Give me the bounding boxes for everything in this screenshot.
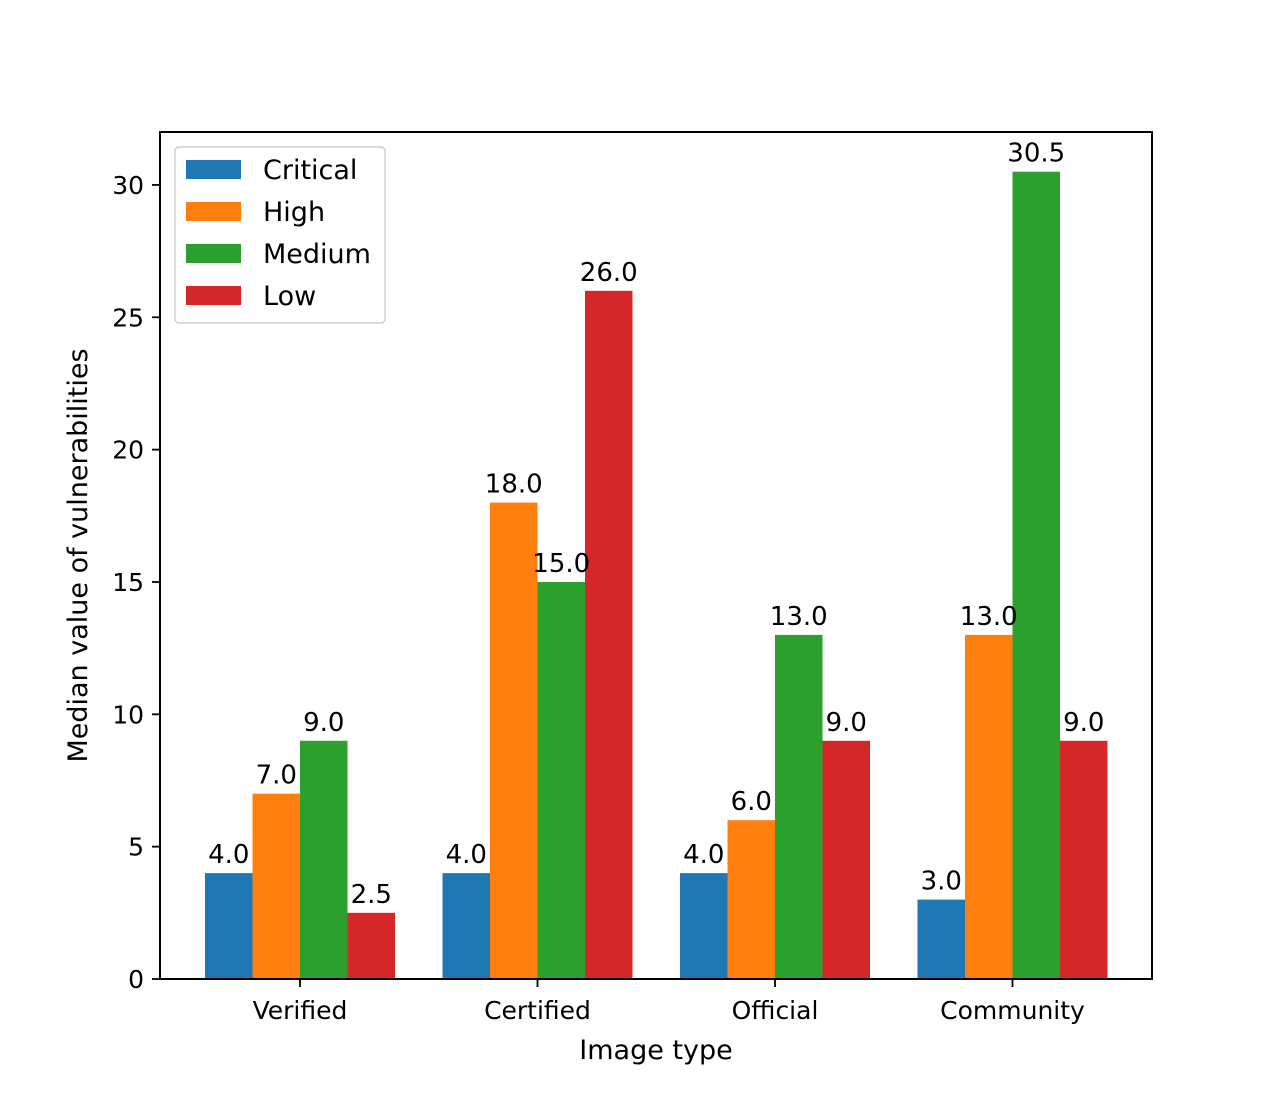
legend-label-critical: Critical xyxy=(263,155,357,186)
bar-high-community xyxy=(965,634,1013,979)
value-label-high-community: 13.0 xyxy=(960,602,1018,632)
value-label-low-official: 9.0 xyxy=(826,708,867,738)
value-label-low-verified: 2.5 xyxy=(351,880,392,910)
legend-swatch-high xyxy=(186,202,241,221)
bar-medium-certified xyxy=(537,581,585,979)
x-axis: Verified Certified Official Community xyxy=(253,979,1085,1025)
value-label-high-verified: 7.0 xyxy=(256,761,297,791)
y-tick-label-30: 30 xyxy=(112,171,144,200)
bar-high-certified xyxy=(490,502,538,979)
x-tick-label-community: Community xyxy=(940,996,1085,1025)
bar-low-official xyxy=(822,740,870,979)
bar-low-verified xyxy=(347,912,395,979)
value-label-low-certified: 26.0 xyxy=(580,258,638,288)
bar-high-verified xyxy=(252,793,300,979)
bar-low-community xyxy=(1060,740,1108,979)
y-tick-label-15: 15 xyxy=(112,568,144,597)
bars-layer xyxy=(205,171,1108,979)
legend-swatch-low xyxy=(186,286,241,305)
value-label-critical-certified: 4.0 xyxy=(446,840,487,870)
y-tick-label-25: 25 xyxy=(112,303,144,332)
y-axis: 0 5 10 15 20 25 30 xyxy=(112,171,160,994)
value-label-critical-verified: 4.0 xyxy=(208,840,249,870)
bar-high-official xyxy=(727,820,775,979)
y-axis-label: Median value of vulnerabilities xyxy=(63,348,94,762)
value-label-critical-official: 4.0 xyxy=(683,840,724,870)
y-tick-label-10: 10 xyxy=(112,700,144,729)
legend-label-high: High xyxy=(263,197,325,228)
bar-low-certified xyxy=(585,290,633,979)
bar-critical-official xyxy=(680,873,728,979)
x-tick-label-verified: Verified xyxy=(253,996,348,1025)
bar-critical-verified xyxy=(205,873,253,979)
legend-swatch-critical xyxy=(186,160,241,179)
bar-critical-community xyxy=(917,899,965,979)
value-label-critical-community: 3.0 xyxy=(921,867,962,897)
value-label-medium-verified: 9.0 xyxy=(303,708,344,738)
value-label-low-community: 9.0 xyxy=(1063,708,1104,738)
x-axis-label: Image type xyxy=(579,1035,732,1066)
plot-frame xyxy=(159,131,1153,980)
legend-swatch-medium xyxy=(186,244,241,263)
y-tick-label-5: 5 xyxy=(128,833,144,862)
value-label-high-official: 6.0 xyxy=(731,787,772,817)
legend-box xyxy=(174,146,386,324)
y-tick-label-0: 0 xyxy=(128,965,144,994)
bar-critical-certified xyxy=(442,873,490,979)
bar-medium-official xyxy=(775,634,823,979)
legend: Critical High Medium Low xyxy=(174,146,386,324)
bar-medium-community xyxy=(1012,171,1060,979)
x-tick-label-certified: Certified xyxy=(484,996,591,1025)
value-labels-layer: 4.07.09.02.54.018.015.026.04.06.013.09.0… xyxy=(208,139,1104,910)
legend-label-low: Low xyxy=(263,281,316,312)
value-label-medium-official: 13.0 xyxy=(770,602,828,632)
value-label-high-certified: 18.0 xyxy=(485,470,543,500)
x-tick-label-official: Official xyxy=(732,996,819,1025)
y-tick-label-20: 20 xyxy=(112,436,144,465)
legend-label-medium: Medium xyxy=(263,239,371,270)
value-label-medium-certified: 15.0 xyxy=(532,549,590,579)
value-label-medium-community: 30.5 xyxy=(1007,139,1065,169)
bar-medium-verified xyxy=(300,740,348,979)
